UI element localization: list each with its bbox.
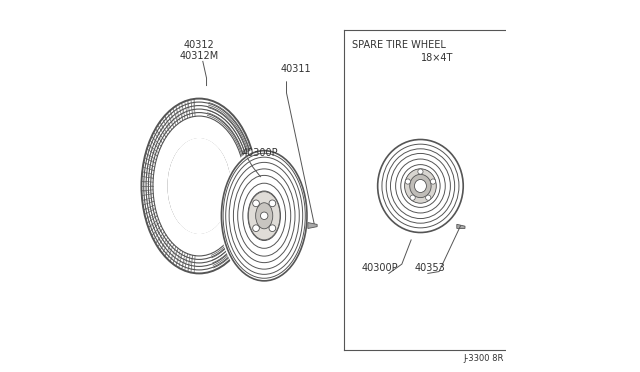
Polygon shape xyxy=(457,224,465,228)
Ellipse shape xyxy=(373,135,467,237)
Ellipse shape xyxy=(154,117,244,255)
Text: 40312M: 40312M xyxy=(179,51,219,61)
Text: SPARE TIRE WHEEL: SPARE TIRE WHEEL xyxy=(351,40,445,49)
Text: 40353: 40353 xyxy=(415,263,445,273)
Ellipse shape xyxy=(255,203,273,229)
Circle shape xyxy=(260,212,268,219)
Circle shape xyxy=(269,225,276,231)
Text: 40312: 40312 xyxy=(184,40,214,50)
Ellipse shape xyxy=(248,192,280,240)
Ellipse shape xyxy=(404,169,436,203)
Circle shape xyxy=(269,200,276,207)
Text: 18×4T: 18×4T xyxy=(421,53,453,62)
Polygon shape xyxy=(308,222,317,228)
Circle shape xyxy=(253,200,259,207)
Text: 40300P: 40300P xyxy=(242,148,278,158)
Text: J-3300 8R: J-3300 8R xyxy=(464,354,504,363)
Text: 40311: 40311 xyxy=(281,64,312,74)
Ellipse shape xyxy=(415,180,426,193)
Circle shape xyxy=(426,195,431,200)
Circle shape xyxy=(253,225,259,231)
Ellipse shape xyxy=(220,147,309,284)
Circle shape xyxy=(431,179,436,184)
Text: 40300P: 40300P xyxy=(361,263,398,273)
Ellipse shape xyxy=(168,138,231,234)
Circle shape xyxy=(405,179,410,184)
Ellipse shape xyxy=(410,174,431,198)
Circle shape xyxy=(410,195,415,200)
Circle shape xyxy=(418,169,423,174)
